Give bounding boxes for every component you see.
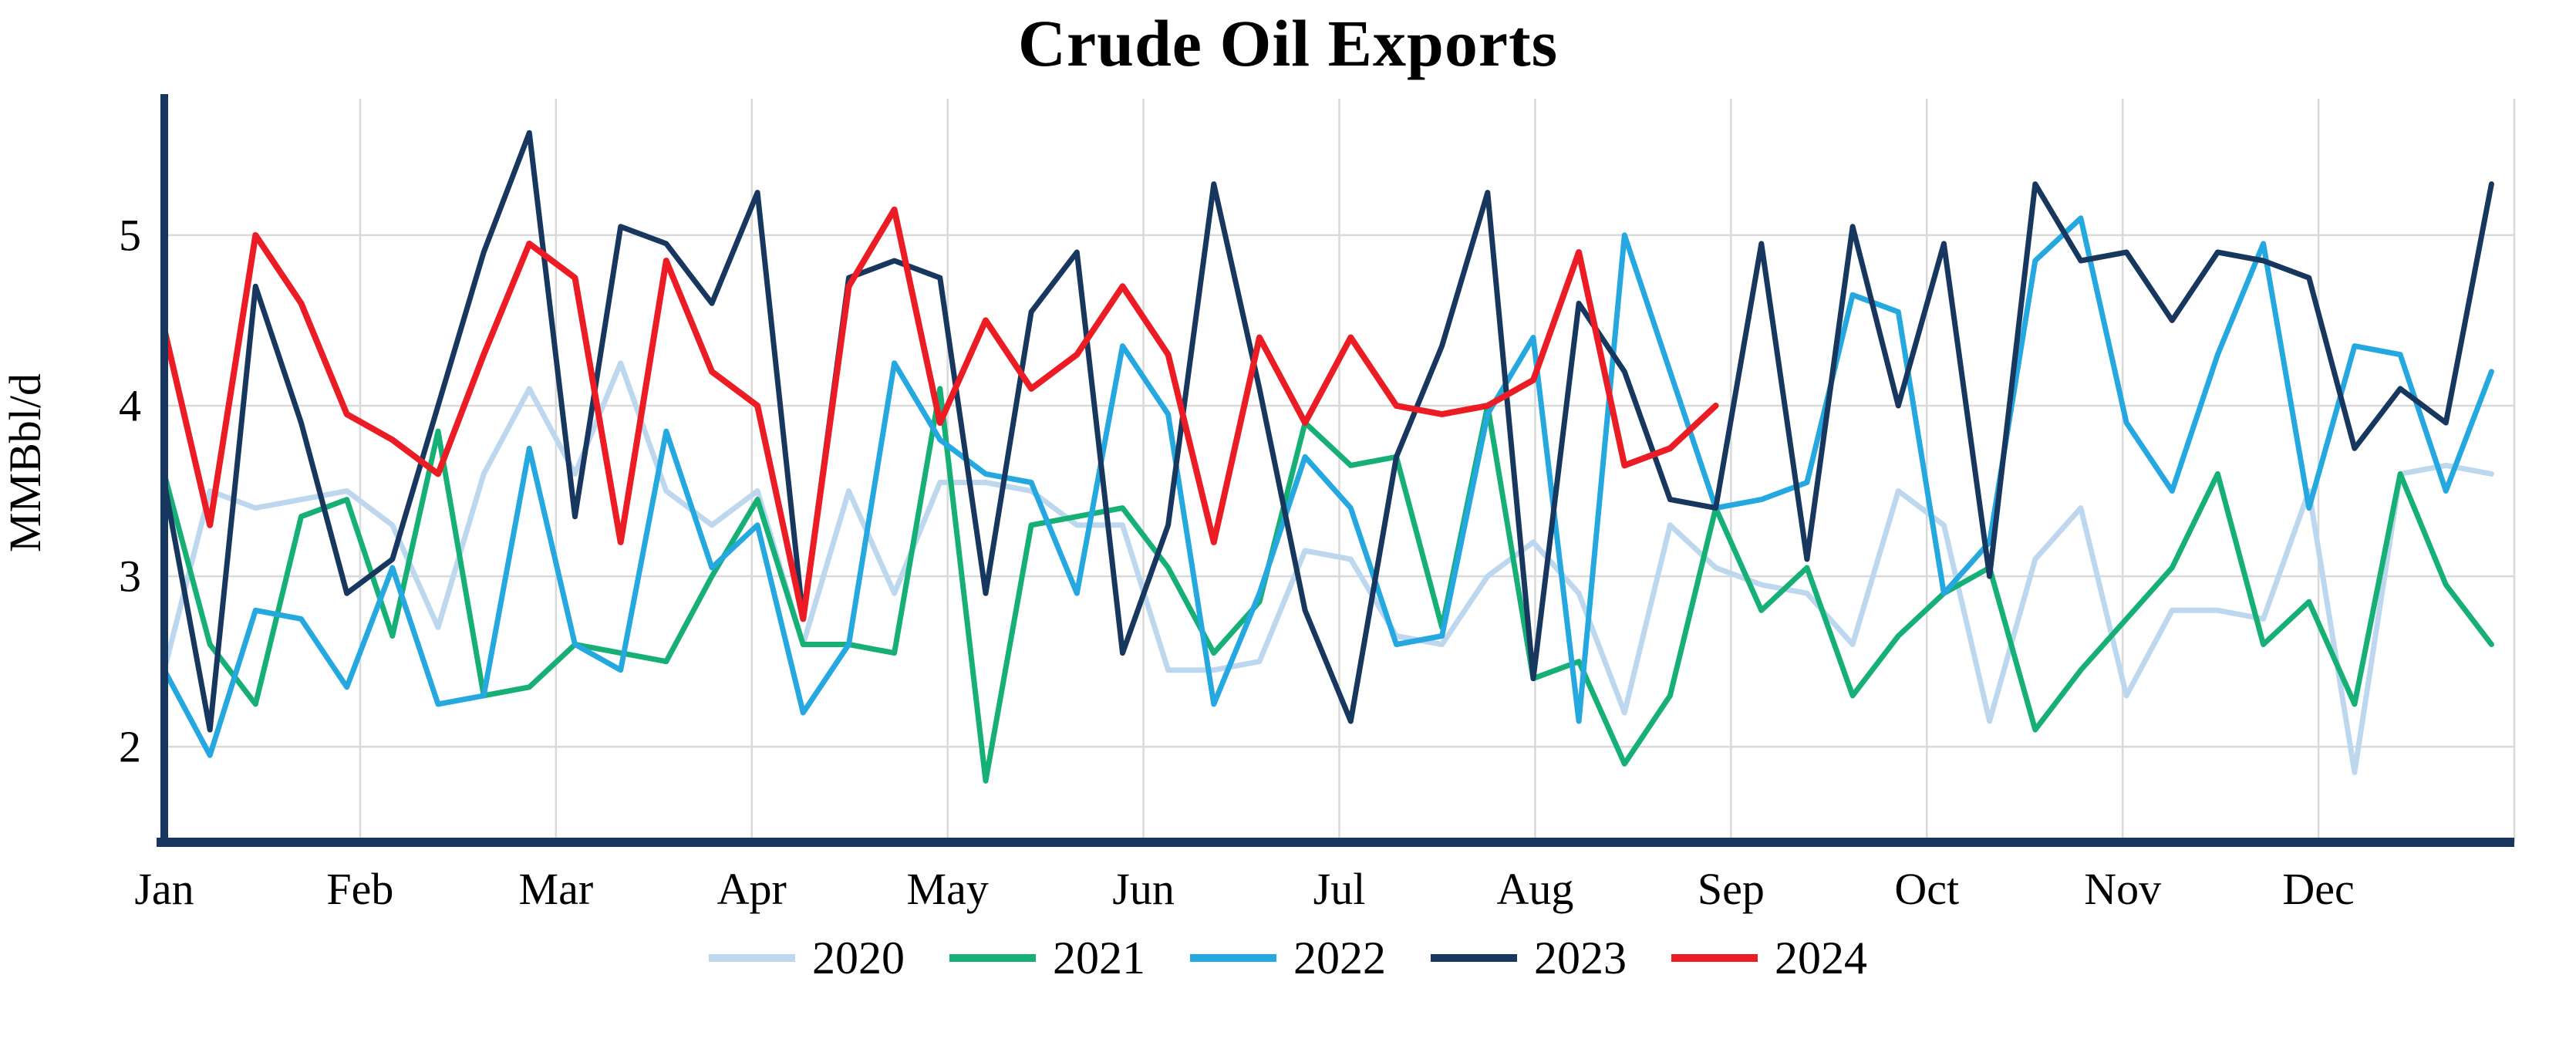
legend-item-2023: 2023	[1431, 935, 1627, 981]
legend-label-2022: 2022	[1293, 933, 1386, 983]
y-axis-title-group: MMBbl/d	[0, 373, 50, 552]
series-line-2023	[161, 130, 2494, 733]
chart-title: Crude Oil Exports	[1017, 6, 1559, 80]
series-line-2024	[161, 206, 1719, 622]
y-axis-label: MMBbl/d	[0, 373, 50, 552]
y-tick-label: 4	[119, 380, 141, 430]
x-tick-label: Jul	[1313, 864, 1366, 914]
axes	[157, 94, 2514, 847]
series-line-2022	[161, 215, 2494, 758]
x-tick-label: Sep	[1698, 864, 1765, 914]
legend-swatch-2024	[1671, 954, 1758, 962]
y-tick-label: 2	[119, 722, 141, 772]
y-tick-label: 5	[119, 210, 141, 260]
legend-item-2021: 2021	[949, 935, 1145, 981]
gridlines	[163, 99, 2516, 842]
chart-legend: 2020 2021 2022 2023 2024	[0, 935, 2576, 981]
legend-label-2023: 2023	[1534, 933, 1627, 983]
x-tick-label: Dec	[2282, 864, 2354, 914]
legend-item-2022: 2022	[1190, 935, 1386, 981]
series-line-2021	[161, 386, 2494, 784]
legend-swatch-2023	[1431, 954, 1517, 962]
x-tick-label: Mar	[519, 864, 594, 914]
legend-label-2021: 2021	[1053, 933, 1145, 983]
series-line-2020	[161, 360, 2494, 775]
chart-canvas: 2 3 4 5 Jan Feb Mar Apr May Jun Jul Aug Sep Oct Nov De…	[0, 94, 2516, 914]
legend-label-2020: 2020	[812, 933, 905, 983]
x-tick-label: Aug	[1496, 864, 1573, 914]
legend-swatch-2022	[1190, 954, 1276, 962]
y-tick-labels: 2 3 4 5	[119, 210, 141, 771]
legend-label-2024: 2024	[1775, 933, 1867, 983]
x-tick-label: Jun	[1112, 864, 1175, 914]
x-tick-label: Oct	[1894, 864, 1959, 914]
x-tick-label: Jan	[134, 864, 194, 914]
x-tick-label: Nov	[2084, 864, 2161, 914]
legend-swatch-2021	[949, 954, 1036, 962]
x-tick-labels: Jan Feb Mar Apr May Jun Jul Aug Sep Oct Nov Dec	[134, 864, 2354, 914]
legend-item-2020: 2020	[709, 935, 905, 981]
series-lines	[161, 130, 2494, 784]
legend-item-2024: 2024	[1671, 935, 1867, 981]
x-tick-label: Feb	[326, 864, 393, 914]
x-tick-label: Apr	[717, 864, 787, 914]
x-tick-label: May	[907, 864, 989, 914]
y-tick-label: 3	[119, 551, 141, 602]
legend-swatch-2020	[709, 954, 795, 962]
